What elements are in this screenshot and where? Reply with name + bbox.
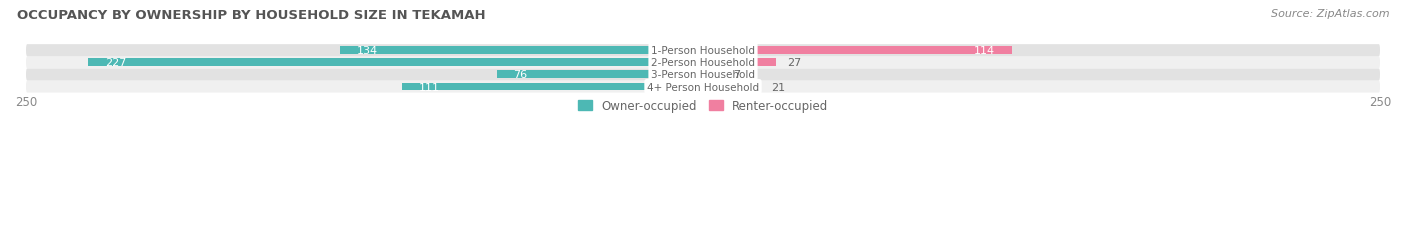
FancyBboxPatch shape	[27, 81, 1379, 93]
Bar	[340, 47, 703, 55]
Bar	[402, 83, 703, 91]
FancyBboxPatch shape	[27, 57, 1379, 69]
FancyBboxPatch shape	[27, 69, 1379, 81]
Bar	[703, 59, 776, 67]
FancyBboxPatch shape	[27, 45, 1379, 57]
Text: 134: 134	[357, 46, 378, 56]
Text: 27: 27	[787, 58, 801, 68]
Bar	[703, 71, 721, 79]
Bar	[703, 83, 759, 91]
Text: 1-Person Household: 1-Person Household	[651, 46, 755, 56]
Text: 2-Person Household: 2-Person Household	[651, 58, 755, 68]
Text: 227: 227	[104, 58, 127, 68]
Text: 21: 21	[770, 82, 785, 92]
Bar	[498, 71, 703, 79]
Legend: Owner-occupied, Renter-occupied: Owner-occupied, Renter-occupied	[572, 95, 834, 117]
Text: OCCUPANCY BY OWNERSHIP BY HOUSEHOLD SIZE IN TEKAMAH: OCCUPANCY BY OWNERSHIP BY HOUSEHOLD SIZE…	[17, 9, 485, 22]
Text: 76: 76	[513, 70, 527, 80]
Bar	[89, 59, 703, 67]
Text: 114: 114	[974, 46, 995, 56]
Text: Source: ZipAtlas.com: Source: ZipAtlas.com	[1271, 9, 1389, 19]
Text: 111: 111	[419, 82, 440, 92]
Bar	[703, 47, 1012, 55]
Text: 4+ Person Household: 4+ Person Household	[647, 82, 759, 92]
Text: 3-Person Household: 3-Person Household	[651, 70, 755, 80]
Text: 7: 7	[733, 70, 740, 80]
